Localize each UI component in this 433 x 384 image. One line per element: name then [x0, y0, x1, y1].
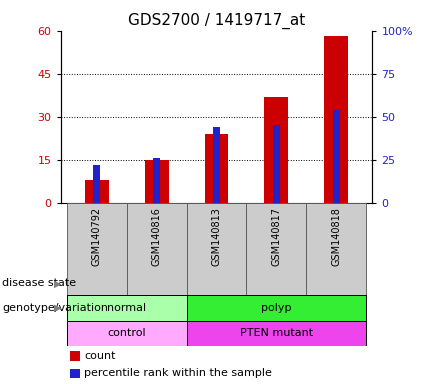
Bar	[70, 351, 80, 361]
FancyBboxPatch shape	[307, 203, 366, 295]
Text: PTEN mutant: PTEN mutant	[240, 328, 313, 338]
Text: GSM140792: GSM140792	[92, 207, 102, 266]
FancyBboxPatch shape	[187, 203, 246, 295]
FancyBboxPatch shape	[246, 203, 307, 295]
Bar	[153, 158, 161, 203]
Bar	[265, 97, 288, 203]
Bar	[70, 369, 80, 378]
Title: GDS2700 / 1419717_at: GDS2700 / 1419717_at	[128, 13, 305, 29]
FancyBboxPatch shape	[187, 321, 366, 346]
FancyBboxPatch shape	[187, 295, 366, 321]
Text: GSM140818: GSM140818	[331, 207, 341, 266]
FancyBboxPatch shape	[126, 203, 187, 295]
FancyBboxPatch shape	[67, 321, 187, 346]
Bar	[84, 180, 109, 203]
FancyBboxPatch shape	[67, 295, 187, 321]
Bar	[145, 160, 168, 203]
FancyBboxPatch shape	[67, 203, 126, 295]
Text: polyp: polyp	[261, 303, 292, 313]
Text: GSM140817: GSM140817	[271, 207, 281, 266]
Text: ▶: ▶	[54, 303, 61, 313]
Text: percentile rank within the sample: percentile rank within the sample	[84, 368, 272, 378]
Text: disease state: disease state	[2, 278, 76, 288]
Bar	[272, 125, 280, 203]
Text: GSM140813: GSM140813	[211, 207, 222, 266]
Bar	[333, 110, 340, 203]
Text: GSM140816: GSM140816	[152, 207, 162, 266]
Text: ▶: ▶	[54, 278, 61, 288]
Text: control: control	[107, 328, 146, 338]
Bar	[93, 165, 100, 203]
Text: count: count	[84, 351, 116, 361]
Text: genotype/variation: genotype/variation	[2, 303, 108, 313]
Bar	[213, 127, 220, 203]
Bar	[204, 134, 229, 203]
Text: normal: normal	[107, 303, 146, 313]
Bar	[324, 36, 349, 203]
